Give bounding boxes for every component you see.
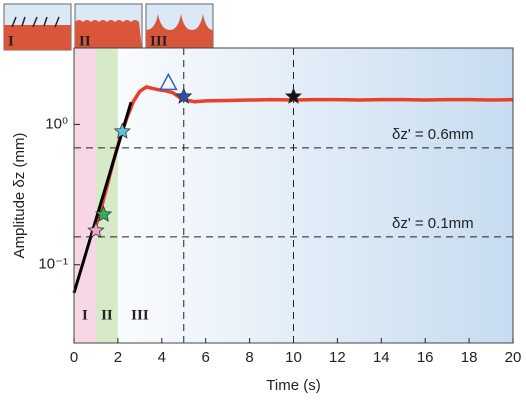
region	[95, 48, 118, 343]
inset	[3, 3, 72, 51]
x-tick-label: 0	[70, 349, 78, 366]
region-label: III	[131, 307, 149, 323]
y-tick-label: 10⁻¹	[38, 256, 68, 273]
inset-label: I	[8, 33, 14, 49]
x-tick-label: 6	[202, 349, 210, 366]
reference-label: δz' = 0.6mm	[392, 126, 474, 143]
reference-label: δz' = 0.1mm	[392, 215, 474, 232]
marker	[95, 205, 113, 222]
x-tick-label: 10	[285, 349, 302, 366]
region-label: II	[101, 307, 113, 323]
x-tick-label: 14	[373, 349, 390, 366]
inset-label: III	[150, 33, 168, 49]
insets	[3, 3, 214, 51]
marker	[159, 72, 178, 91]
y-tick-label: 10⁰	[45, 115, 68, 132]
x-tick-label: 2	[114, 349, 122, 366]
region	[74, 48, 96, 343]
x-tick-label: 18	[461, 349, 478, 366]
marker	[284, 87, 303, 104]
inset	[145, 3, 214, 51]
x-axis-label: Time (s)	[266, 377, 320, 394]
marker	[113, 122, 131, 139]
inset	[74, 3, 143, 51]
x-tick-label: 20	[505, 349, 522, 366]
x-tick-label: 8	[245, 349, 253, 366]
marker	[87, 221, 105, 238]
region-label: I	[82, 307, 88, 323]
marker	[175, 87, 193, 104]
y-axis-label: Amplitude δz (mm)	[11, 133, 28, 259]
x-tick-label: 4	[158, 349, 166, 366]
x-tick-label: 12	[329, 349, 346, 366]
inset-label: II	[79, 33, 91, 49]
x-tick-label: 16	[417, 349, 434, 366]
